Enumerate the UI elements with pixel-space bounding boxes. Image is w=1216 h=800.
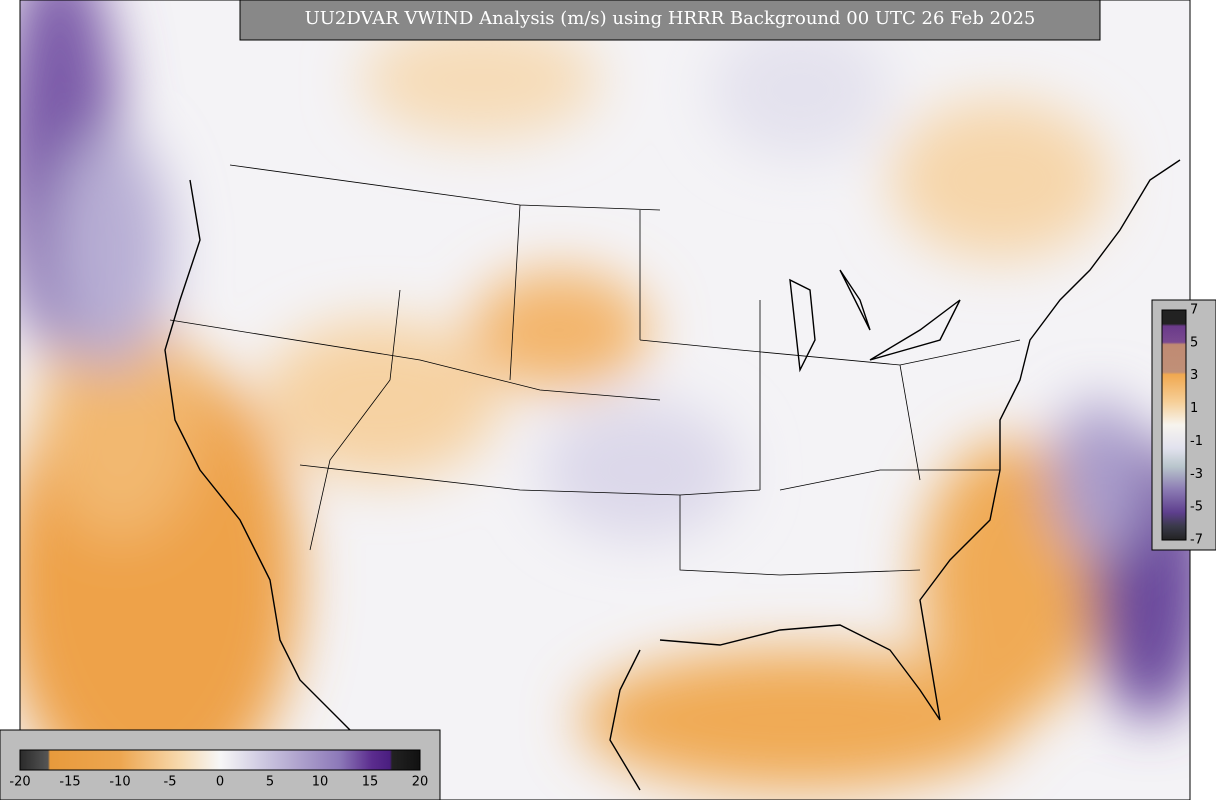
colorbar-label: -5	[1190, 500, 1203, 515]
colorbar	[1161, 309, 1187, 541]
colorbar-label: -7	[1190, 533, 1203, 548]
colorbar-label: 10	[312, 775, 329, 790]
colorbar-label: 20	[412, 775, 429, 790]
colorbar-label: 0	[216, 775, 224, 790]
colorbar-label: 15	[362, 775, 379, 790]
colorbar-label: 1	[1190, 401, 1198, 416]
colorbar-label: 5	[1190, 335, 1198, 350]
colorbar-label: -10	[109, 775, 130, 790]
colorbar-label: -20	[9, 775, 30, 790]
colorbar-label: -1	[1190, 434, 1203, 449]
colorbar-label: -15	[59, 775, 80, 790]
colorbar	[19, 749, 421, 771]
colorbar-label: 7	[1190, 303, 1198, 318]
title-box	[239, 0, 1101, 41]
colorbar-label: 3	[1190, 368, 1198, 383]
colorbar-label: 5	[266, 775, 274, 790]
map-title: UU2DVAR VWIND Analysis (m/s) using HRRR …	[305, 8, 1036, 29]
colorbar-label: -5	[164, 775, 177, 790]
colorbar-label: -3	[1190, 467, 1203, 482]
